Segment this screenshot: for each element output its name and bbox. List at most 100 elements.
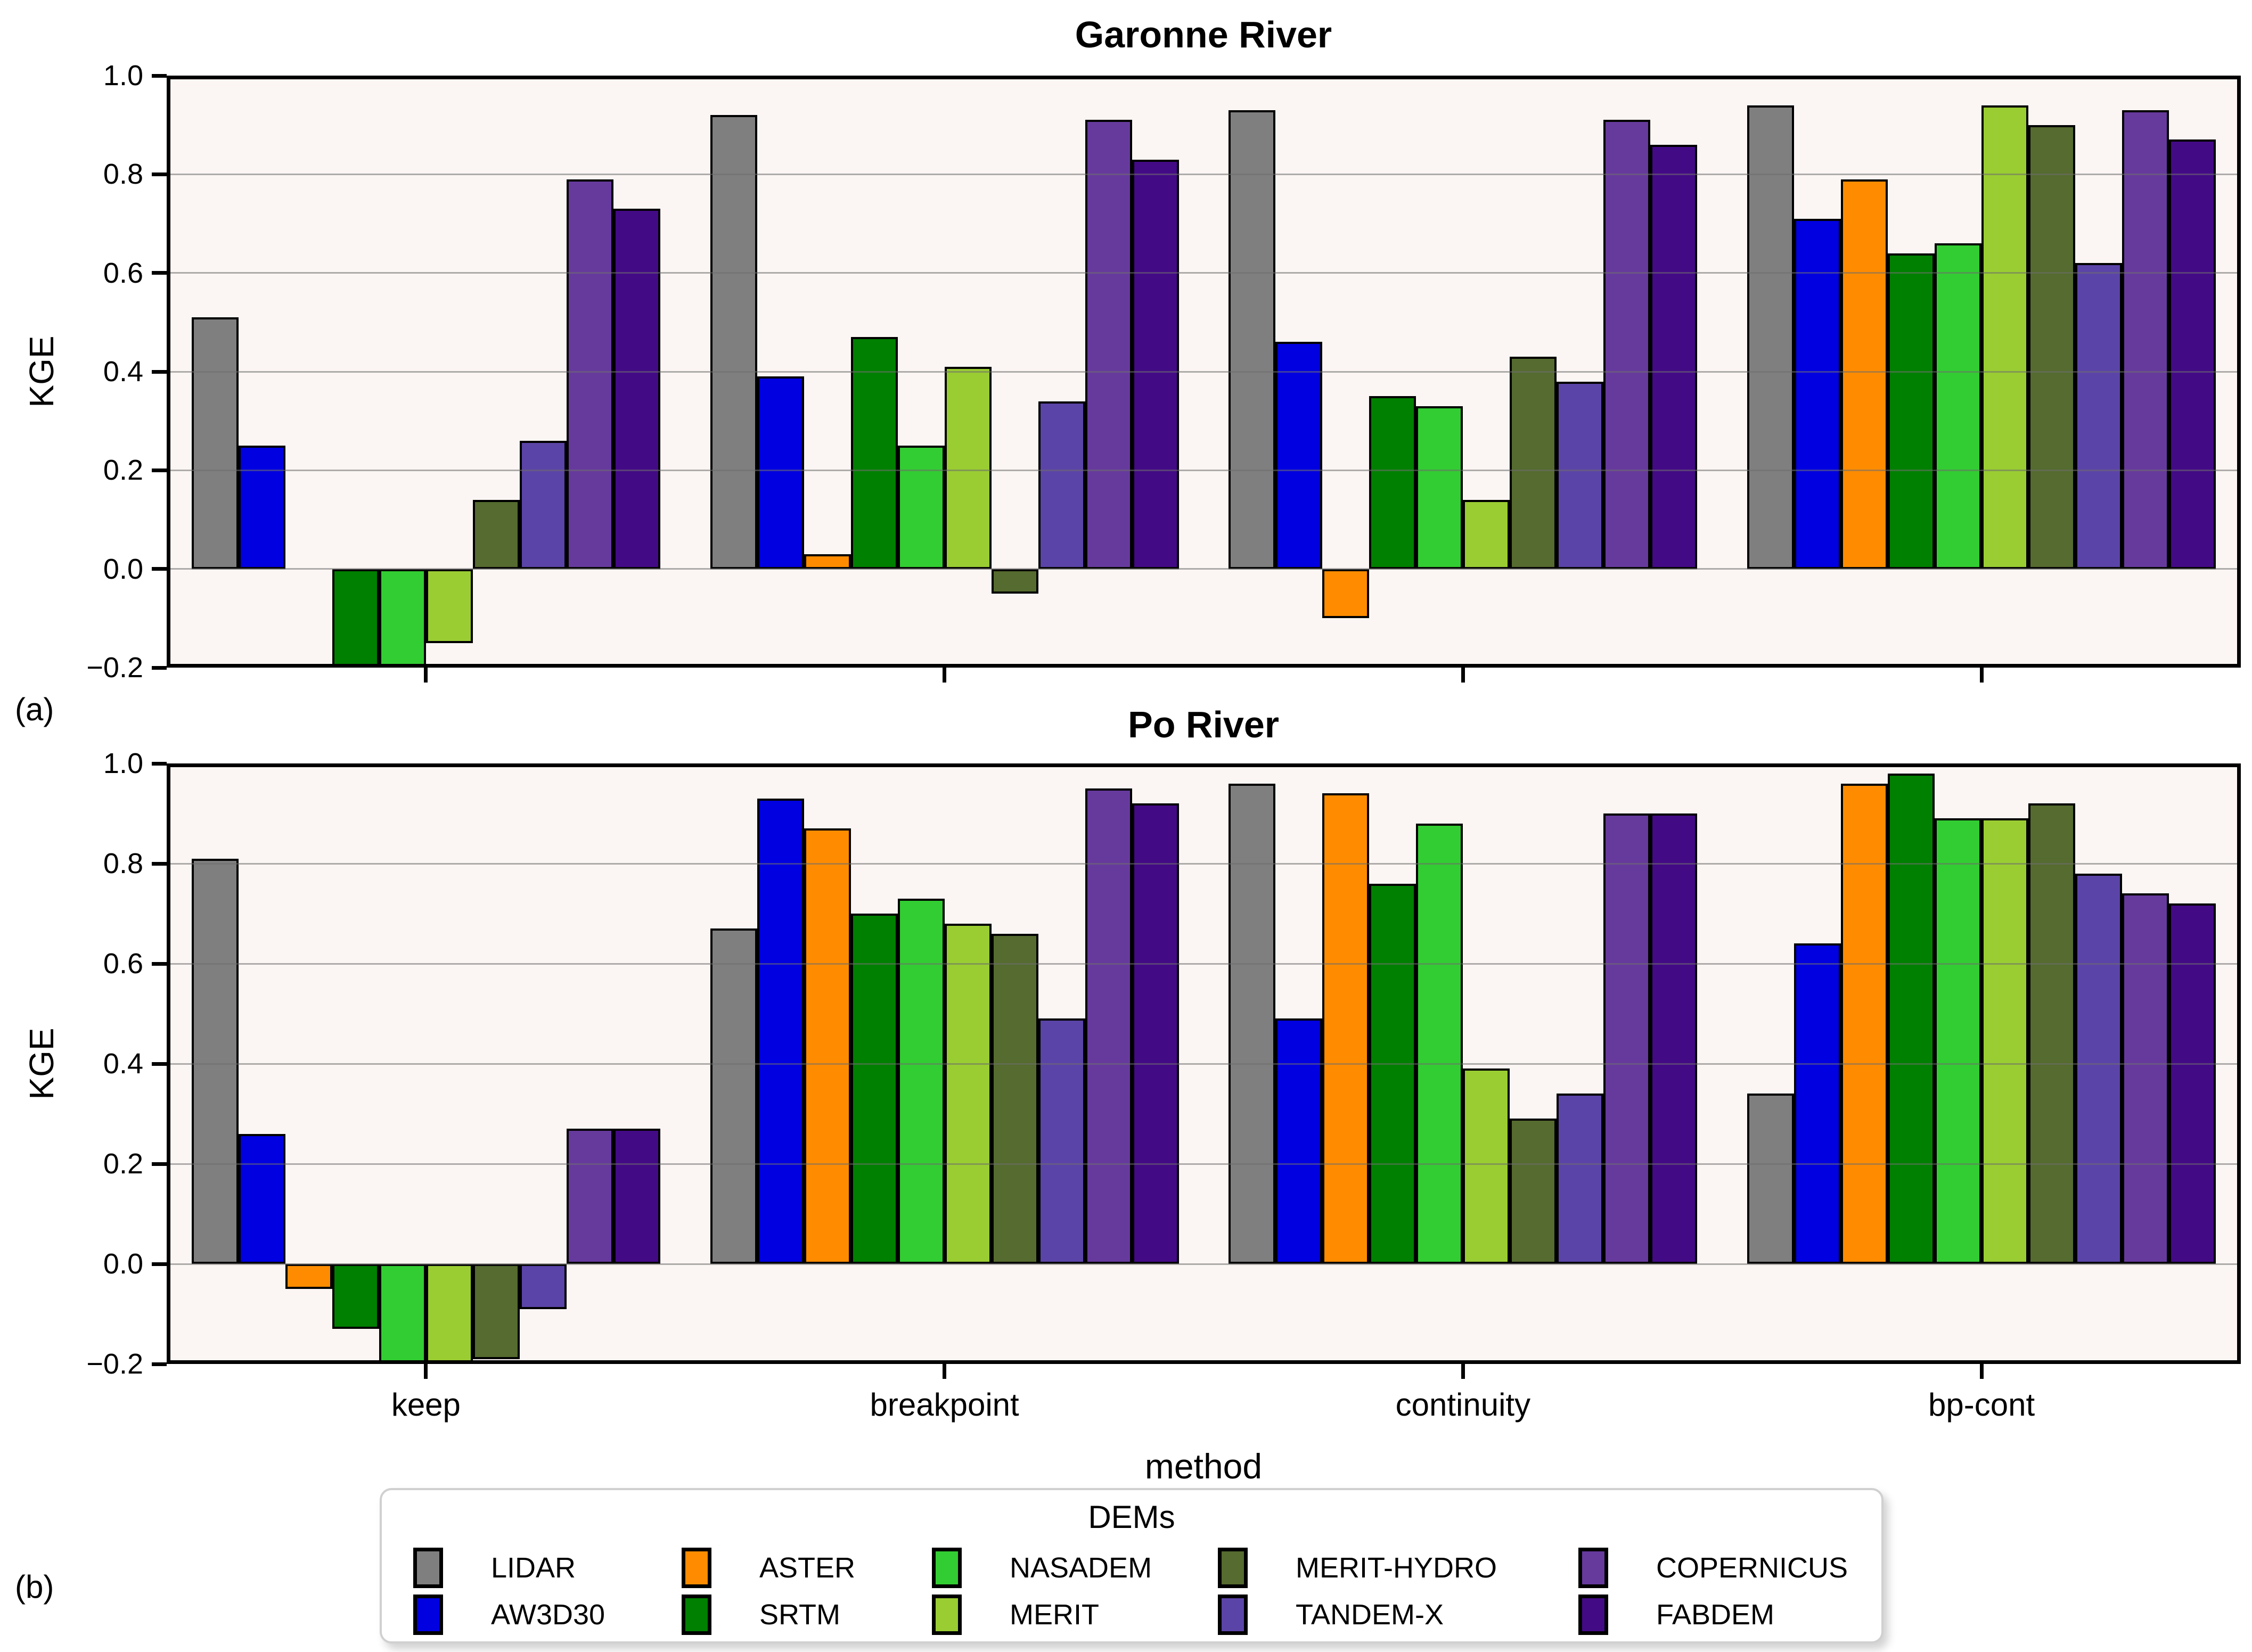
bar-garonne-keep-fabdem bbox=[613, 209, 660, 569]
y-tick bbox=[152, 961, 167, 966]
y-tick-label: 1.0 bbox=[103, 60, 143, 92]
y-tick bbox=[152, 567, 167, 571]
bar-garonne-bp-cont-aw3d30 bbox=[1794, 218, 1841, 569]
legend-label-merit-hydro: MERIT-HYDRO bbox=[1296, 1552, 1497, 1584]
y-tick bbox=[152, 172, 167, 176]
bar-garonne-breakpoint-srtm bbox=[850, 337, 898, 569]
bar-po-keep-tandem-x bbox=[519, 1264, 567, 1309]
y-tick-label: 0.2 bbox=[103, 454, 143, 487]
gridline bbox=[167, 371, 2241, 373]
bar-po-bp-cont-lidar bbox=[1747, 1094, 1795, 1264]
bar-garonne-breakpoint-fabdem bbox=[1132, 159, 1179, 569]
y-tick-label: −0.2 bbox=[86, 1348, 143, 1380]
legend-label-lidar: LIDAR bbox=[491, 1552, 576, 1584]
legend-swatch-copernicus bbox=[1578, 1548, 1608, 1588]
bar-garonne-bp-cont-copernicus bbox=[2122, 110, 2169, 569]
y-tick-label: 0.4 bbox=[103, 356, 143, 388]
y-tick bbox=[152, 861, 167, 866]
bar-garonne-continuity-merit bbox=[1463, 499, 1510, 569]
bar-po-bp-cont-aw3d30 bbox=[1794, 943, 1841, 1264]
bar-po-breakpoint-aw3d30 bbox=[757, 798, 804, 1264]
legend-swatch-nasadem bbox=[932, 1548, 962, 1588]
panel-b-tag: (b) bbox=[15, 1569, 54, 1605]
x-tick bbox=[943, 668, 947, 683]
bar-po-bp-cont-tandem-x bbox=[2075, 873, 2123, 1264]
bar-garonne-continuity-aster bbox=[1322, 569, 1370, 619]
bar-garonne-breakpoint-copernicus bbox=[1085, 120, 1132, 569]
legend-swatch-tandem-x bbox=[1218, 1595, 1248, 1635]
gridline bbox=[167, 568, 2241, 570]
bar-garonne-continuity-fabdem bbox=[1650, 144, 1698, 569]
bar-garonne-keep-aw3d30 bbox=[238, 446, 285, 569]
bar-po-bp-cont-fabdem bbox=[2169, 903, 2216, 1264]
y-tick-label: 0.8 bbox=[103, 848, 143, 880]
legend-swatch-merit-hydro bbox=[1218, 1548, 1248, 1588]
bar-po-bp-cont-aster bbox=[1841, 783, 1888, 1264]
bar-garonne-continuity-srtm bbox=[1369, 396, 1416, 569]
x-axis-label: method bbox=[1144, 1446, 1263, 1486]
bar-po-breakpoint-aster bbox=[804, 828, 851, 1264]
x-tick bbox=[1979, 1364, 1984, 1379]
legend-label-aw3d30: AW3D30 bbox=[491, 1599, 605, 1631]
bar-garonne-breakpoint-nasadem bbox=[897, 446, 945, 569]
bar-garonne-breakpoint-merit-hydro bbox=[991, 569, 1038, 594]
bar-po-breakpoint-copernicus bbox=[1085, 788, 1132, 1264]
bar-garonne-breakpoint-lidar bbox=[710, 115, 757, 569]
bar-po-breakpoint-fabdem bbox=[1132, 803, 1179, 1264]
bar-garonne-bp-cont-nasadem bbox=[1935, 243, 1982, 569]
bar-garonne-bp-cont-aster bbox=[1841, 179, 1888, 569]
x-tick bbox=[424, 668, 428, 683]
bar-po-breakpoint-nasadem bbox=[897, 898, 945, 1264]
legend-label-aster: ASTER bbox=[759, 1552, 856, 1584]
bar-garonne-bp-cont-merit-hydro bbox=[2028, 125, 2076, 569]
panel-a-tag: (a) bbox=[15, 692, 54, 727]
bar-garonne-continuity-nasadem bbox=[1416, 406, 1463, 569]
bar-po-bp-cont-srtm bbox=[1888, 773, 1935, 1264]
gridline bbox=[167, 173, 2241, 175]
bar-garonne-breakpoint-aster bbox=[804, 554, 851, 569]
bar-po-continuity-fabdem bbox=[1650, 813, 1698, 1264]
bar-po-continuity-nasadem bbox=[1416, 823, 1463, 1264]
legend-swatch-aster bbox=[682, 1548, 711, 1588]
bar-garonne-bp-cont-tandem-x bbox=[2075, 263, 2123, 569]
gridline bbox=[167, 1163, 2241, 1165]
x-tick bbox=[1979, 668, 1984, 683]
y-tick-label: 1.0 bbox=[103, 747, 143, 779]
legend-swatch-fabdem bbox=[1578, 1595, 1608, 1635]
y-tick-label: 0.6 bbox=[103, 948, 143, 980]
bar-garonne-continuity-merit-hydro bbox=[1510, 357, 1557, 569]
bar-po-keep-copernicus bbox=[566, 1129, 613, 1264]
y-tick-label: 0.4 bbox=[103, 1048, 143, 1080]
bar-po-continuity-srtm bbox=[1369, 883, 1416, 1264]
bar-po-continuity-merit-hydro bbox=[1510, 1119, 1557, 1264]
bar-po-continuity-copernicus bbox=[1603, 813, 1651, 1264]
garonne-plot-area bbox=[167, 76, 2241, 668]
bar-garonne-continuity-aw3d30 bbox=[1275, 342, 1323, 569]
y-tick-label: 0.0 bbox=[103, 1248, 143, 1280]
legend-title: DEMs bbox=[1088, 1499, 1175, 1535]
bar-po-keep-merit-hydro bbox=[472, 1264, 520, 1359]
bar-garonne-breakpoint-aw3d30 bbox=[757, 376, 804, 569]
bar-garonne-continuity-tandem-x bbox=[1557, 381, 1604, 569]
bar-garonne-keep-copernicus bbox=[566, 179, 613, 569]
legend-swatch-aw3d30 bbox=[413, 1595, 443, 1635]
bar-po-keep-merit bbox=[425, 1264, 473, 1364]
x-tick bbox=[424, 1364, 428, 1379]
gridline bbox=[167, 272, 2241, 274]
bar-po-keep-nasadem bbox=[379, 1264, 426, 1364]
bar-po-bp-cont-nasadem bbox=[1935, 818, 1982, 1264]
y-tick bbox=[152, 1362, 167, 1366]
gridline bbox=[167, 862, 2241, 865]
legend-label-merit: MERIT bbox=[1010, 1599, 1099, 1631]
bar-po-keep-aster bbox=[285, 1264, 332, 1289]
y-tick bbox=[152, 468, 167, 472]
bar-garonne-keep-merit-hydro bbox=[472, 499, 520, 569]
bar-po-continuity-lidar bbox=[1229, 783, 1276, 1264]
legend-label-fabdem: FABDEM bbox=[1656, 1599, 1775, 1631]
x-tick-label-breakpoint: breakpoint bbox=[870, 1387, 1019, 1423]
legend-swatch-lidar bbox=[413, 1548, 443, 1588]
bar-po-continuity-aw3d30 bbox=[1275, 1018, 1323, 1264]
bar-garonne-bp-cont-fabdem bbox=[2169, 139, 2216, 569]
bar-garonne-keep-srtm bbox=[332, 569, 379, 668]
